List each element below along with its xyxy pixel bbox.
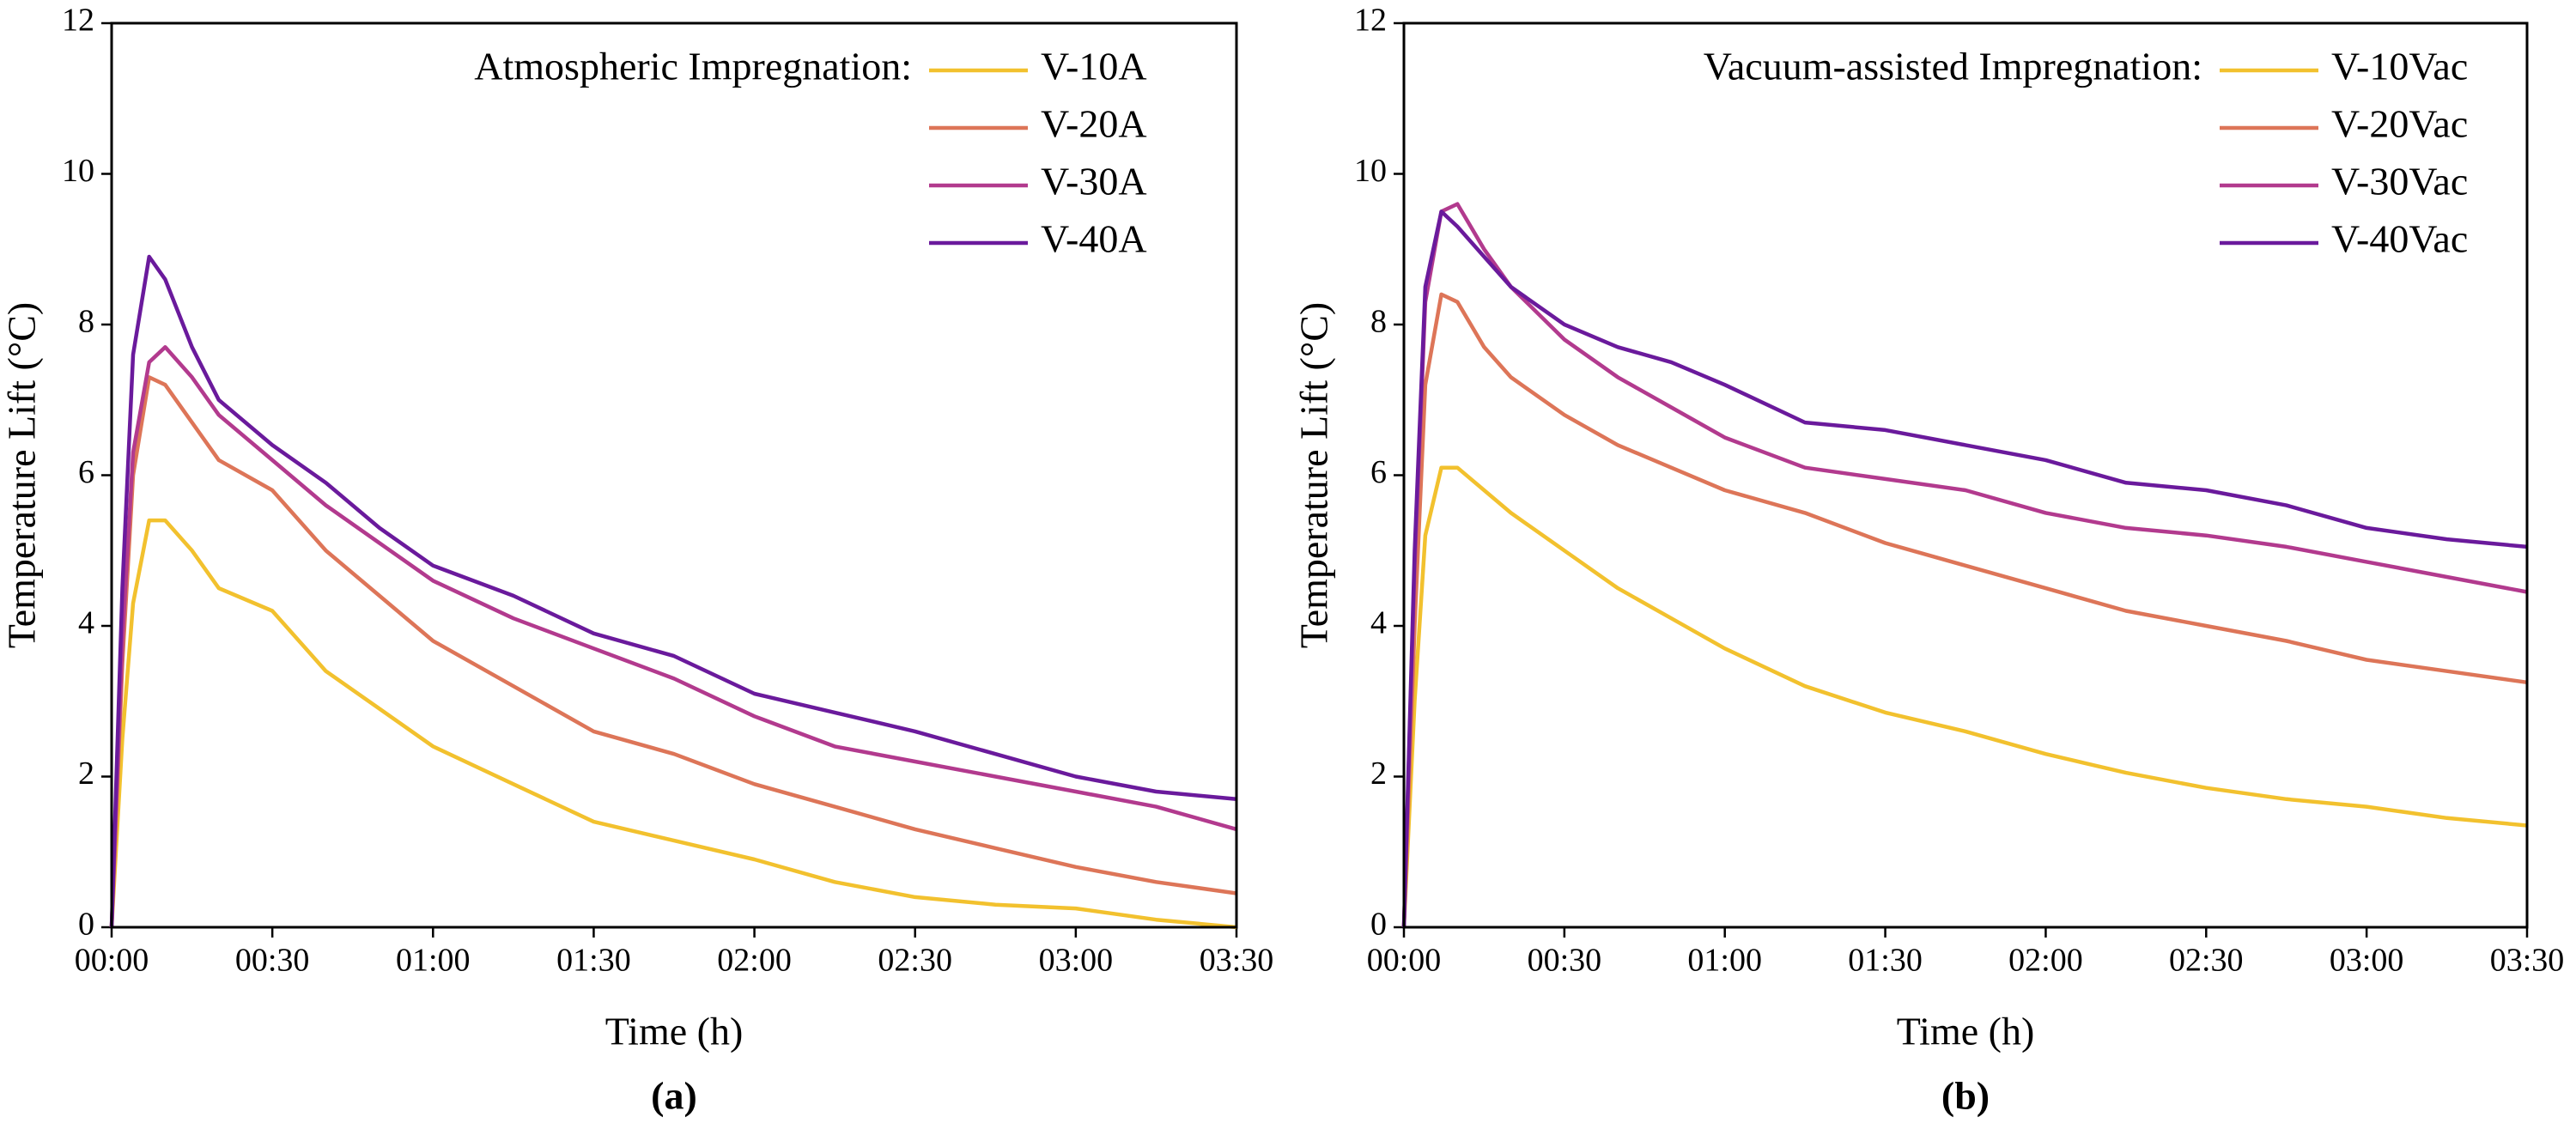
x-tick-label: 02:00 <box>2008 943 2083 979</box>
legend-label: V-30Vac <box>2331 160 2468 203</box>
y-tick-label: 2 <box>1370 756 1387 792</box>
data-line <box>109 518 1237 930</box>
legend-label: V-20A <box>1041 102 1147 146</box>
x-tick-label: 03:30 <box>1200 943 1274 979</box>
x-tick-label: 03:00 <box>1039 943 1114 979</box>
x-tick-label: 00:00 <box>75 943 149 979</box>
y-tick-label: 4 <box>78 605 94 641</box>
legend-label: V-20Vac <box>2331 102 2468 146</box>
x-tick-label: 01:30 <box>556 943 631 979</box>
data-line <box>1401 292 2528 928</box>
x-tick-label: 02:00 <box>717 943 792 979</box>
x-tick-label: 02:30 <box>878 943 952 979</box>
data-line <box>1401 209 2528 928</box>
data-line <box>109 345 1237 928</box>
y-tick-label: 0 <box>78 907 94 943</box>
legend-label: V-40Vac <box>2331 217 2468 261</box>
x-tick-label: 00:30 <box>235 943 310 979</box>
y-tick-label: 10 <box>1354 153 1387 189</box>
plot-frame <box>110 21 1238 929</box>
y-tick-label: 10 <box>62 153 94 189</box>
y-axis-title: Temperature Lift (°C) <box>0 302 44 648</box>
y-tick-label: 12 <box>62 3 94 39</box>
x-tick-label: 03:30 <box>2490 943 2565 979</box>
x-axis-title: Time (h) <box>605 1010 744 1053</box>
legend-title: Vacuum-assisted Impregnation: <box>1704 45 2202 88</box>
x-tick-label: 01:30 <box>1848 943 1923 979</box>
y-tick-label: 0 <box>1370 907 1387 943</box>
x-tick-label: 01:00 <box>396 943 471 979</box>
panel-label: (a) <box>651 1074 697 1118</box>
legend-label: V-30A <box>1041 160 1147 203</box>
x-tick-label: 02:30 <box>2169 943 2244 979</box>
panel-label: (b) <box>1941 1074 1990 1118</box>
legend-label: V-40A <box>1041 217 1147 261</box>
data-line <box>109 254 1237 928</box>
plot-frame <box>1402 21 2529 929</box>
legend-title: Atmospheric Impregnation: <box>474 45 912 88</box>
x-tick-label: 03:00 <box>2330 943 2404 979</box>
y-tick-label: 6 <box>1370 454 1387 490</box>
y-axis-title: Temperature Lift (°C) <box>1292 302 1336 648</box>
y-tick-label: 8 <box>1370 304 1387 340</box>
data-line <box>109 375 1237 928</box>
data-line <box>1401 202 2528 928</box>
legend-label: V-10A <box>1041 45 1147 88</box>
x-axis-title: Time (h) <box>1897 1010 2035 1053</box>
y-tick-label: 12 <box>1354 3 1387 39</box>
data-line <box>1401 465 2528 928</box>
x-tick-label: 00:00 <box>1367 943 1442 979</box>
y-tick-label: 6 <box>78 454 94 490</box>
legend-label: V-10Vac <box>2331 45 2468 88</box>
y-tick-label: 8 <box>78 304 94 340</box>
x-tick-label: 00:30 <box>1528 943 1602 979</box>
y-tick-label: 2 <box>78 756 94 792</box>
y-tick-label: 4 <box>1370 605 1387 641</box>
x-tick-label: 01:00 <box>1687 943 1762 979</box>
